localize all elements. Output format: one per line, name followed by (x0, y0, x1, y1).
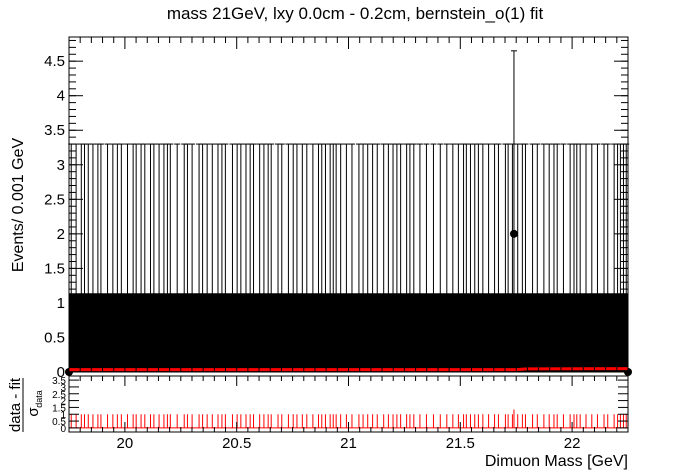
y-tick-label: 2 (57, 226, 65, 243)
pull-label-top: data - fit (7, 377, 24, 432)
main-plot-panel: 0 0.5 1 1.5 2 2.5 3 3.5 4 4.5 Events/ 0.001 GeV (10, 36, 632, 381)
y-tick-label: 3 (57, 157, 65, 174)
pull-y-tick-label: 0 (60, 424, 66, 435)
chart-title: mass 21GeV, lxy 0.0cm - 0.2cm, bernstein… (167, 4, 544, 23)
x-tick-label: 20 (117, 435, 134, 452)
pull-label-bottom: σ (25, 407, 42, 417)
pull-x-axis-ticks: 20 20.5 21 21.5 22 (68, 376, 629, 452)
pull-y-tick-label: 1.5 (52, 403, 66, 414)
x-tick-label: 22 (564, 435, 581, 452)
y-tick-label: 3.5 (44, 122, 65, 139)
y-tick-label: 1.5 (44, 260, 65, 277)
pull-y-tick-label: 2.5 (52, 390, 66, 401)
pull-y-axis-ticks: 00.511.522.533.5 (52, 376, 628, 435)
pull-y-tick-label: 1 (60, 410, 66, 421)
y-tick-label: 2.5 (44, 191, 65, 208)
pull-y-tick-label: 0.5 (52, 417, 66, 428)
main-y-axis-ticks: 0 0.5 1 1.5 2 2.5 3 3.5 4 4.5 (44, 39, 628, 381)
y-axis-label: Events/ 0.001 GeV (10, 138, 27, 273)
dense-point-band (69, 293, 628, 372)
pull-y-tick-label: 3 (60, 383, 66, 394)
x-tick-label: 21 (340, 435, 357, 452)
main-x-axis-ticks (68, 37, 629, 372)
y-tick-label: 0.5 (44, 329, 65, 346)
y-tick-label: 4.5 (44, 53, 65, 70)
main-dense-points (65, 293, 632, 376)
y-tick-label: 1 (57, 295, 65, 312)
pull-panel: 00.511.522.533.5 20 20.5 21 21.5 22 data - f… (7, 375, 629, 452)
x-tick-label: 21.5 (446, 435, 475, 452)
y-tick-label: 4 (57, 88, 65, 105)
x-tick-label: 20.5 (222, 435, 251, 452)
x-axis-label: Dimuon Mass [GeV] (485, 453, 628, 470)
pull-label-sub: data (34, 390, 44, 408)
pull-y-tick-label: 2 (60, 397, 66, 408)
y-tick-label: 0 (57, 364, 65, 381)
pull-y-axis-label: data - fit σ data (7, 377, 44, 432)
pull-y-tick-label: 3.5 (52, 376, 66, 387)
peak-point (509, 229, 518, 238)
